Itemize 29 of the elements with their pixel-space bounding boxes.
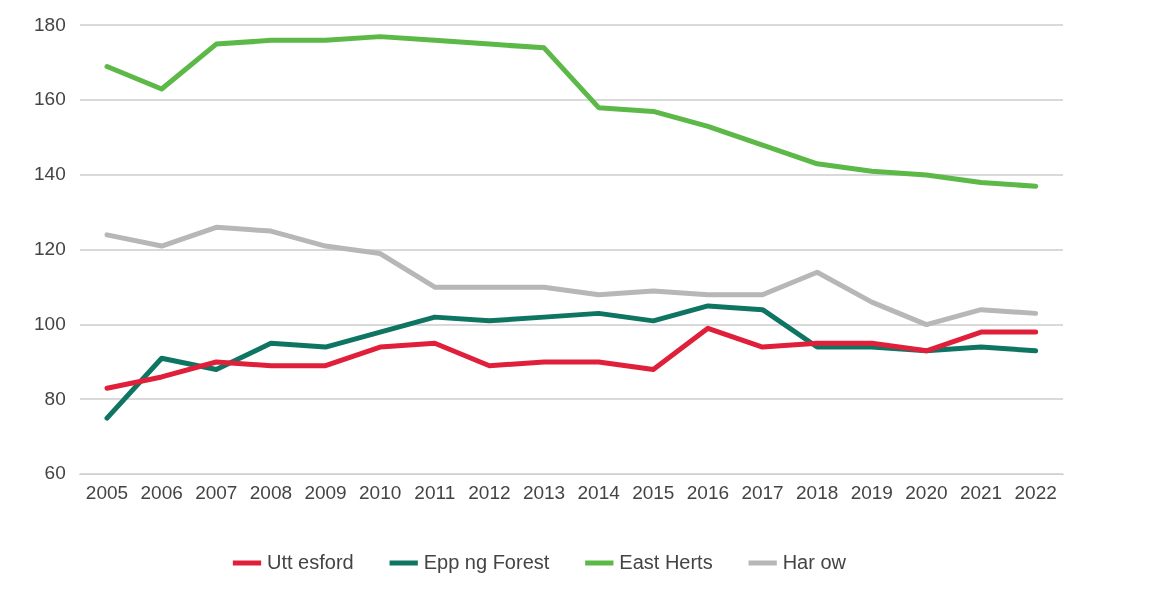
x-tick-label: 2011 [414,481,456,503]
y-tick-label: 180 [34,13,66,35]
x-tick-label: 2008 [249,481,293,503]
x-tick-label: 2017 [741,481,784,503]
legend-label: East Herts [619,550,713,573]
legend-label: Epp ng Forest [423,550,550,573]
y-tick-label: 100 [34,312,66,334]
x-tick-label: 2005 [85,481,129,503]
x-tick-label: 2015 [632,481,675,503]
legend-label: Utt esford [266,550,354,573]
x-tick-label: 2007 [195,481,238,503]
x-tick-label: 2022 [1014,481,1057,503]
y-tick-label: 80 [44,387,66,409]
legend-label: Har ow [782,550,847,573]
x-tick-label: 2014 [577,481,621,503]
x-tick-label: 2012 [468,481,511,503]
x-tick-label: 2013 [522,481,566,503]
x-tick-label: 2010 [359,481,402,503]
x-tick-label: 2020 [905,481,948,503]
y-tick-label: 60 [44,462,66,484]
x-tick-label: 2009 [304,481,347,503]
y-tick-label: 140 [34,163,66,185]
y-tick-label: 160 [34,88,66,110]
x-tick-label: 2006 [140,481,183,503]
x-tick-label: 2018 [796,481,839,503]
x-tick-label: 2019 [850,481,893,503]
x-tick-label: 2021 [959,481,1003,503]
y-tick-label: 120 [34,238,66,260]
x-tick-label: 2016 [686,481,730,503]
